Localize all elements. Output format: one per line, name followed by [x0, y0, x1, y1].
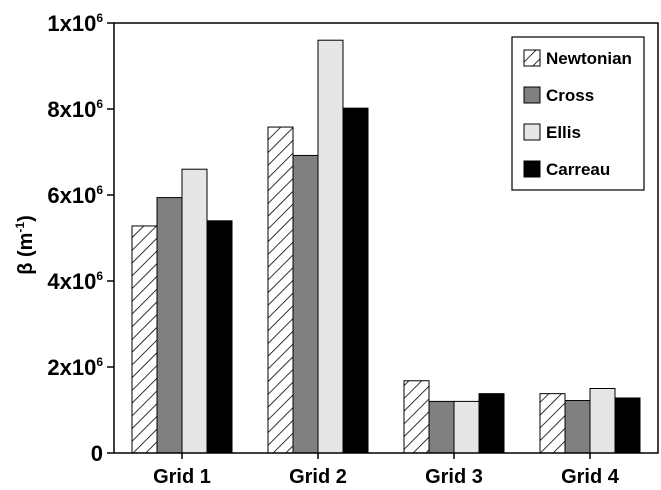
legend-swatch-ellis — [523, 123, 541, 141]
legend-label-carreau: Carreau — [546, 160, 610, 179]
bar-cross-grid-1 — [156, 197, 183, 454]
bar-ellis-grid-2 — [317, 39, 344, 454]
bar-newtonian-grid-3 — [403, 380, 430, 454]
x-tick-label: Grid 4 — [561, 466, 620, 488]
legend-label-newtonian: Newtonian — [546, 49, 632, 68]
y-axis-ticks: 0 2x106 4x106 6x106 8x106 1x106 — [47, 11, 114, 466]
bars — [131, 39, 641, 454]
bar-carreau-grid-4 — [614, 397, 641, 454]
x-axis-tick-labels: Grid 1 Grid 2 Grid 3 Grid 4 — [153, 453, 620, 488]
bar-cross-grid-2 — [292, 154, 319, 454]
y-tick-label: 1x106 — [47, 11, 103, 36]
y-tick-label: 4x106 — [47, 269, 103, 294]
bar-newtonian-grid-4 — [539, 393, 566, 454]
y-tick-label: 6x106 — [47, 183, 103, 208]
bar-carreau-grid-3 — [478, 393, 505, 454]
y-tick-label: 2x106 — [47, 355, 103, 380]
bar-carreau-grid-2 — [342, 107, 369, 454]
legend-swatch-carreau — [523, 160, 541, 178]
bar-newtonian-grid-2 — [267, 126, 294, 454]
legend-swatch-cross — [523, 86, 541, 104]
bar-carreau-grid-1 — [206, 220, 233, 454]
bar-cross-grid-3 — [428, 400, 455, 454]
bar-newtonian-grid-1 — [131, 225, 158, 454]
x-tick-label: Grid 1 — [153, 466, 211, 488]
bar-cross-grid-4 — [564, 400, 591, 454]
bar-ellis-grid-3 — [453, 400, 480, 454]
bar-ellis-grid-4 — [589, 388, 616, 454]
x-tick-label: Grid 2 — [289, 466, 347, 488]
legend-label-cross: Cross — [546, 86, 594, 105]
legend: Newtonian Cross Ellis Carreau — [511, 36, 645, 191]
y-axis-label: β (m-1) — [13, 215, 37, 275]
plot-frame — [113, 22, 659, 454]
bar-ellis-grid-1 — [181, 168, 208, 454]
y-tick-label: 8x106 — [47, 97, 103, 122]
legend-label-ellis: Ellis — [546, 123, 581, 142]
x-tick-label: Grid 3 — [425, 466, 483, 488]
y-tick-label: 0 — [91, 441, 103, 466]
legend-swatch-newtonian — [523, 49, 541, 67]
